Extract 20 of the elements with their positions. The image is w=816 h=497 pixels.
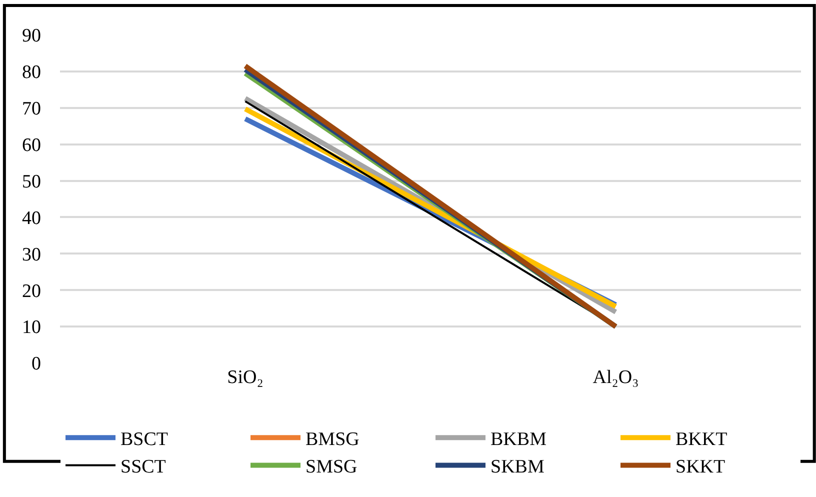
y-tick-label: 20	[22, 280, 41, 302]
y-tick-label: 70	[22, 98, 41, 120]
legend-label: BMSG	[306, 429, 360, 450]
x-tick-label: Al₂O₃	[592, 367, 639, 388]
y-tick-label: 80	[22, 62, 41, 84]
y-tick-label: 90	[22, 26, 41, 47]
legend-label: SKBM	[490, 456, 544, 478]
y-tick-label: 30	[22, 244, 41, 266]
x-tick-label: SiO₂	[227, 367, 264, 388]
legend-label: SMSG	[306, 456, 358, 478]
legend-label: BKBM	[490, 429, 547, 450]
legend-label: BSCT	[120, 429, 168, 450]
legend-label: BKKT	[676, 429, 728, 450]
y-tick-label: 50	[22, 171, 41, 192]
y-tick-label: 60	[22, 134, 41, 156]
y-tick-label: 0	[32, 354, 41, 375]
legend-label: SSCT	[120, 456, 166, 478]
y-tick-label: 10	[22, 317, 41, 338]
y-tick-label: 40	[22, 208, 41, 229]
legend-label: SKKT	[676, 456, 726, 478]
